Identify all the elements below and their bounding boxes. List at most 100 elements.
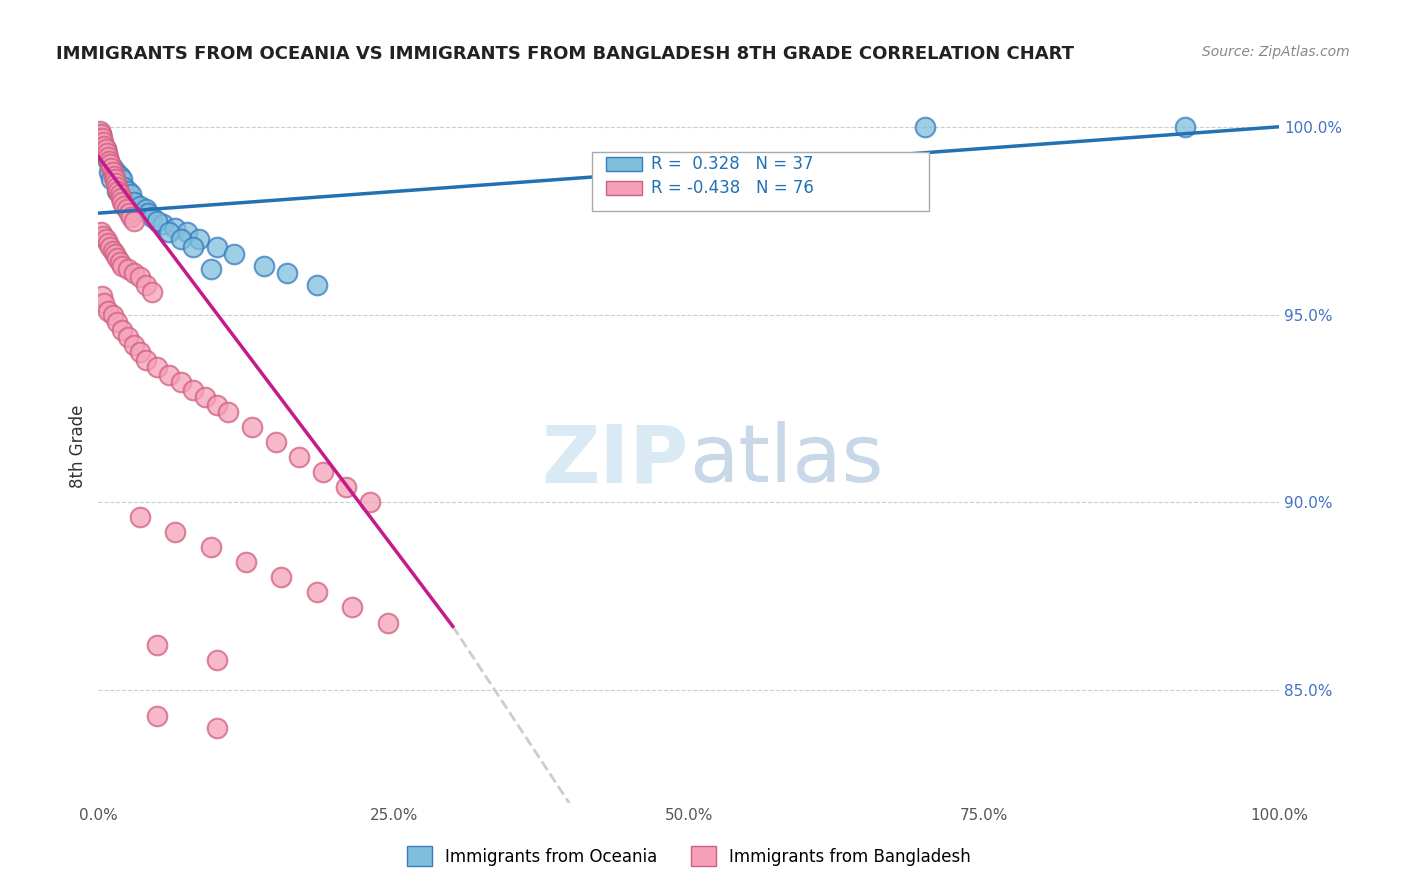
Point bbox=[200, 541, 222, 555]
Point bbox=[135, 277, 157, 292]
Point bbox=[105, 176, 128, 190]
Point bbox=[111, 194, 134, 209]
Point bbox=[96, 150, 118, 164]
Point bbox=[108, 187, 131, 202]
Point bbox=[135, 352, 157, 367]
Point bbox=[98, 157, 121, 171]
FancyBboxPatch shape bbox=[606, 157, 641, 171]
Point bbox=[94, 142, 117, 156]
Text: ZIP: ZIP bbox=[541, 421, 689, 500]
Point bbox=[205, 721, 228, 735]
Point bbox=[97, 303, 120, 318]
Point bbox=[128, 345, 150, 359]
Point bbox=[118, 206, 141, 220]
Point bbox=[276, 266, 298, 280]
Point bbox=[141, 210, 163, 224]
Point bbox=[270, 570, 292, 584]
Point bbox=[108, 255, 131, 269]
Point bbox=[104, 247, 127, 261]
Point bbox=[100, 161, 122, 175]
Point bbox=[122, 266, 145, 280]
Point bbox=[121, 187, 143, 202]
Point bbox=[110, 191, 132, 205]
Point bbox=[146, 360, 169, 375]
Point bbox=[122, 213, 145, 227]
Text: R = -0.438   N = 76: R = -0.438 N = 76 bbox=[651, 178, 814, 196]
Point bbox=[157, 368, 180, 382]
FancyBboxPatch shape bbox=[606, 180, 641, 194]
Point bbox=[98, 157, 121, 171]
Point bbox=[170, 375, 193, 389]
Point bbox=[117, 330, 139, 344]
Point bbox=[97, 236, 120, 251]
Point bbox=[108, 169, 131, 183]
Point bbox=[914, 120, 936, 134]
Point bbox=[122, 194, 145, 209]
Point bbox=[377, 615, 399, 630]
FancyBboxPatch shape bbox=[592, 152, 929, 211]
Point bbox=[94, 142, 117, 156]
Point bbox=[305, 585, 328, 599]
Point bbox=[96, 146, 118, 161]
Point bbox=[100, 172, 122, 186]
Point bbox=[128, 510, 150, 524]
Point bbox=[128, 270, 150, 285]
Point bbox=[165, 525, 187, 540]
Point bbox=[112, 179, 135, 194]
Point bbox=[97, 153, 120, 168]
Point bbox=[146, 638, 169, 652]
Point bbox=[146, 709, 169, 723]
Point bbox=[91, 289, 114, 303]
Point bbox=[91, 131, 114, 145]
Point bbox=[205, 240, 228, 254]
Point bbox=[176, 225, 198, 239]
Point bbox=[101, 308, 124, 322]
Point bbox=[90, 128, 112, 142]
Point bbox=[101, 161, 124, 175]
Text: R =  0.328   N = 37: R = 0.328 N = 37 bbox=[651, 155, 814, 173]
Point bbox=[117, 184, 139, 198]
Point bbox=[90, 128, 112, 142]
Point bbox=[91, 146, 114, 161]
Point bbox=[98, 153, 121, 168]
Point bbox=[1174, 120, 1197, 134]
Y-axis label: 8th Grade: 8th Grade bbox=[69, 404, 87, 488]
Legend: Immigrants from Oceania, Immigrants from Bangladesh: Immigrants from Oceania, Immigrants from… bbox=[401, 839, 977, 873]
Point bbox=[200, 262, 222, 277]
Point bbox=[111, 322, 134, 336]
Point bbox=[91, 135, 114, 149]
Point bbox=[187, 232, 209, 246]
Text: IMMIGRANTS FROM OCEANIA VS IMMIGRANTS FROM BANGLADESH 8TH GRADE CORRELATION CHAR: IMMIGRANTS FROM OCEANIA VS IMMIGRANTS FR… bbox=[56, 45, 1074, 62]
Point bbox=[122, 337, 145, 351]
Point bbox=[181, 383, 204, 397]
Point bbox=[217, 405, 239, 419]
Point bbox=[165, 221, 187, 235]
Point bbox=[136, 206, 159, 220]
Point bbox=[253, 259, 276, 273]
Point bbox=[105, 184, 128, 198]
Text: atlas: atlas bbox=[689, 421, 883, 500]
Text: Source: ZipAtlas.com: Source: ZipAtlas.com bbox=[1202, 45, 1350, 59]
Point bbox=[146, 213, 169, 227]
Point bbox=[89, 123, 111, 137]
Point bbox=[94, 232, 117, 246]
Point bbox=[305, 277, 328, 292]
Point bbox=[117, 262, 139, 277]
Point bbox=[103, 169, 125, 183]
Point bbox=[121, 210, 143, 224]
Point bbox=[93, 138, 115, 153]
Point bbox=[312, 465, 335, 479]
Point bbox=[135, 202, 157, 217]
Point bbox=[205, 398, 228, 412]
Point bbox=[115, 202, 138, 217]
Point bbox=[111, 172, 134, 186]
Point bbox=[105, 179, 128, 194]
Point bbox=[152, 218, 174, 232]
Point bbox=[288, 450, 311, 465]
Point bbox=[105, 315, 128, 329]
Point bbox=[98, 165, 121, 179]
Point bbox=[342, 600, 364, 615]
Point bbox=[141, 285, 163, 299]
Point bbox=[264, 435, 287, 450]
Point bbox=[359, 495, 381, 509]
